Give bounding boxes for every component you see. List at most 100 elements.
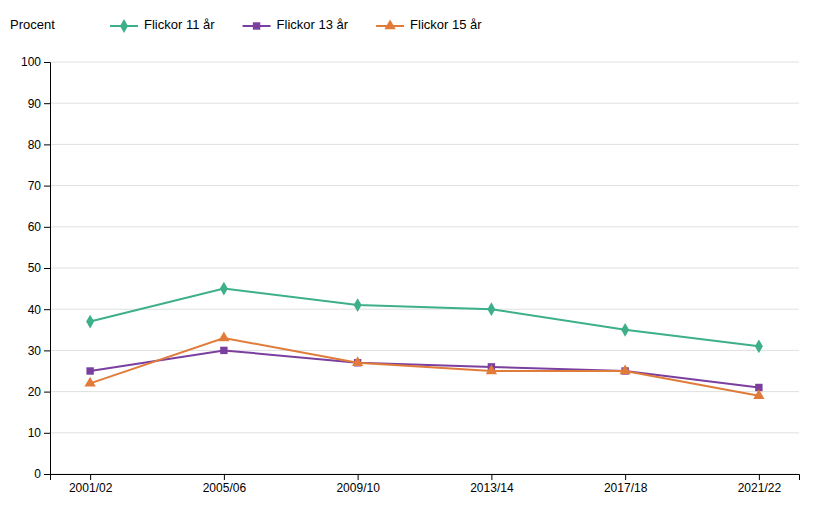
x-tick-label: 2005/06 <box>203 481 247 495</box>
marker <box>220 347 227 354</box>
x-tick-label: 2021/22 <box>738 481 782 495</box>
plot: 0 10 20 30 40 50 60 70 80 90 100 2001/02 2005/06 2009… <box>21 55 800 494</box>
y-tick-mark <box>44 309 50 310</box>
grid-line <box>50 268 799 269</box>
x-tick: 2013/14 <box>470 474 514 495</box>
marker <box>84 377 95 387</box>
marker <box>621 323 629 337</box>
y-tick-label: 30 <box>28 344 42 358</box>
grid <box>50 62 799 474</box>
series <box>86 282 763 353</box>
y-tick-label: 20 <box>28 385 42 399</box>
legend-marker <box>384 19 395 29</box>
y-tick-mark <box>44 186 50 187</box>
grid-line <box>50 144 799 145</box>
x-tick: 2005/06 <box>203 474 247 495</box>
marker <box>218 332 229 342</box>
line <box>90 289 759 347</box>
marker <box>755 339 763 353</box>
y-tick-mark <box>44 268 50 269</box>
x-tick: 2009/10 <box>336 474 380 495</box>
x-axis-line <box>51 475 800 481</box>
y-tick: 80 <box>28 138 50 152</box>
y-tick-label: 60 <box>28 220 42 234</box>
y-tick: 0 <box>34 467 50 481</box>
legend-label: Flickor 13 år <box>277 17 349 32</box>
y-tick: 70 <box>28 179 50 193</box>
legend-label: Flickor 11 år <box>144 17 215 32</box>
grid-line <box>50 103 799 104</box>
grid-line <box>50 350 799 351</box>
x-tick: 2021/22 <box>738 474 782 495</box>
y-tick-label: 100 <box>21 55 41 69</box>
y-tick-mark <box>44 392 50 393</box>
y-tick-label: 10 <box>28 426 42 440</box>
legend-item: Flickor 13 år <box>243 17 349 32</box>
y-tick: 60 <box>28 220 50 234</box>
x-tick-label: 2017/18 <box>604 481 648 495</box>
x-tick-label: 2001/02 <box>69 481 113 495</box>
y-tick: 40 <box>28 303 50 317</box>
x-tick-mark <box>90 474 91 480</box>
x-tick-mark <box>625 474 626 480</box>
marker <box>487 302 495 316</box>
y-axis-label: Procent <box>10 17 55 32</box>
x-tick: 2001/02 <box>69 474 113 495</box>
y-tick-label: 90 <box>28 97 42 111</box>
marker <box>486 364 497 374</box>
x-tick-label: 2009/10 <box>336 481 380 495</box>
series <box>86 347 762 391</box>
y-tick-mark <box>44 62 50 63</box>
legend: Flickor 11 år Flickor 13 år Flickor 15 år <box>110 17 482 32</box>
marker <box>86 315 94 329</box>
y-axis: 0 10 20 30 40 50 60 70 80 90 100 <box>21 55 51 481</box>
y-tick-label: 0 <box>34 467 41 481</box>
y-tick-label: 80 <box>28 138 42 152</box>
y-tick: 50 <box>28 261 50 275</box>
legend-item: Flickor 11 år <box>110 17 215 32</box>
marker <box>354 298 362 312</box>
x-axis: 2001/02 2005/06 2009/10 2013/14 2017/18 2021/… <box>51 474 800 495</box>
y-tick-mark <box>44 144 50 145</box>
x-tick-mark <box>224 474 225 480</box>
grid-line <box>50 432 799 433</box>
y-tick: 100 <box>21 55 50 69</box>
marker <box>352 356 363 366</box>
y-tick: 30 <box>28 344 50 358</box>
y-tick-mark <box>44 103 50 104</box>
chart: 0 10 20 30 40 50 60 70 80 90 100 2001/02 2005/06 2009… <box>0 0 823 514</box>
x-tick: 2017/18 <box>604 474 648 495</box>
y-tick-mark <box>44 474 50 475</box>
grid-line <box>50 309 799 310</box>
y-tick: 90 <box>28 97 50 111</box>
y-tick-label: 50 <box>28 261 42 275</box>
marker <box>619 364 630 374</box>
grid-line <box>50 185 799 186</box>
legend-marker <box>120 19 128 33</box>
y-tick-label: 70 <box>28 179 42 193</box>
marker <box>86 367 93 374</box>
legend-marker <box>253 22 260 29</box>
y-tick-mark <box>44 433 50 434</box>
x-tick-label: 2013/14 <box>470 481 514 495</box>
marker <box>753 389 764 399</box>
y-tick: 20 <box>28 385 50 399</box>
x-tick-mark <box>358 474 359 480</box>
y-axis-line <box>44 63 51 475</box>
y-tick-mark <box>44 350 50 351</box>
grid-line <box>50 391 799 392</box>
marks <box>84 282 764 399</box>
line <box>90 338 759 396</box>
y-tick-label: 40 <box>28 303 42 317</box>
x-tick-mark <box>491 474 492 480</box>
line <box>90 350 759 387</box>
grid-line <box>50 226 799 227</box>
marker <box>220 282 228 296</box>
grid-line <box>50 62 799 63</box>
legend-label: Flickor 15 år <box>410 17 482 32</box>
y-tick: 10 <box>28 426 50 440</box>
series <box>84 332 764 399</box>
y-tick-mark <box>44 227 50 228</box>
x-tick-mark <box>759 474 760 480</box>
legend-item: Flickor 15 år <box>376 17 482 32</box>
